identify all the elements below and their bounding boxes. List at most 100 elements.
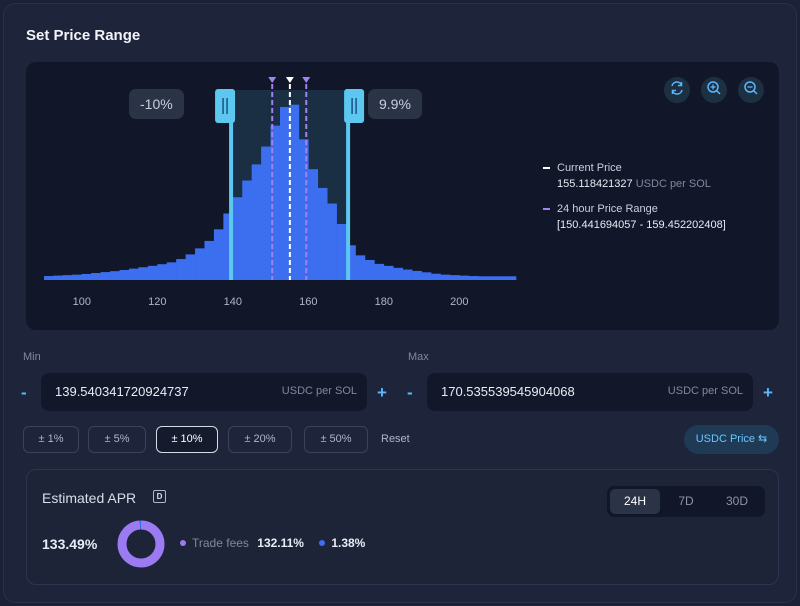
histogram-bar — [251, 164, 262, 280]
x-tick-label: 100 — [73, 296, 91, 308]
histogram-bar — [431, 273, 441, 280]
histogram-bar — [506, 276, 517, 280]
histogram-bar — [147, 265, 158, 280]
max-label: Max — [408, 351, 429, 363]
histogram-bar — [119, 270, 130, 280]
histogram-bar — [81, 273, 92, 280]
histogram-bar — [242, 180, 252, 280]
apr-info-badge[interactable]: D — [153, 490, 166, 503]
histogram-bar — [487, 276, 498, 280]
rewards-value: 1.38% — [331, 536, 366, 550]
trade-fees-label: Trade fees — [192, 536, 249, 550]
current-price-swatch — [543, 167, 550, 169]
histogram-bar — [497, 276, 507, 280]
refresh-icon — [669, 80, 685, 101]
max-price-field[interactable]: 170.535539545904068 USDC per SOL — [427, 373, 753, 411]
histogram-bar — [195, 248, 205, 280]
histogram-bar — [128, 268, 139, 280]
tab-30d[interactable]: 30D — [725, 494, 748, 508]
current-price-unit: USDC per SOL — [635, 178, 711, 190]
range-24h-low-marker — [268, 77, 277, 83]
histogram-bar — [440, 274, 451, 280]
histogram-bar — [213, 229, 224, 280]
histogram-bar — [393, 267, 404, 280]
max-price-value[interactable]: 170.535539545904068 — [441, 384, 575, 399]
histogram-bar — [110, 271, 120, 280]
range-24h-swatch — [543, 208, 550, 210]
min-percent-badge: -10% — [129, 89, 184, 119]
x-tick-label: 140 — [224, 296, 242, 308]
preset-50-button[interactable]: ± 50% — [304, 426, 368, 453]
current-price-label: Current Price — [557, 162, 622, 174]
min-price-value[interactable]: 139.540341720924737 — [55, 384, 189, 399]
histogram-bar — [374, 263, 385, 280]
tab-24h[interactable]: 24H — [610, 489, 660, 514]
histogram-bar — [100, 272, 111, 280]
histogram-bar — [478, 276, 488, 280]
trade-fees-dot — [180, 539, 186, 546]
histogram-bar — [412, 270, 422, 280]
trade-fees-value: 132.11% — [257, 536, 304, 550]
histogram-bar — [402, 269, 413, 280]
reset-button[interactable]: Reset — [381, 433, 410, 445]
min-price-unit: USDC per SOL — [281, 385, 357, 397]
legend-24h-range: 24 hour Price Range [150.441694057 - 159… — [543, 201, 726, 233]
max-decrement-button[interactable]: - — [407, 383, 413, 402]
usdc-price-toggle-button[interactable]: USDC Price ⇆ — [684, 425, 779, 454]
apr-value: 133.49% — [42, 536, 98, 552]
min-range-handle[interactable] — [229, 89, 234, 280]
donut-rewards-arc — [117, 520, 165, 568]
max-percent-badge: 9.9% — [368, 89, 422, 119]
histogram-bar — [185, 254, 196, 280]
preset-10-button[interactable]: ± 10% — [156, 426, 218, 453]
x-tick-label: 200 — [450, 296, 468, 308]
min-label: Min — [23, 351, 41, 363]
histogram-bar — [44, 276, 54, 280]
current-price-marker — [285, 77, 294, 83]
histogram-bar — [232, 197, 243, 280]
zoom-out-button[interactable] — [738, 77, 764, 103]
current-price-value: 155.118421327 — [557, 178, 633, 190]
max-price-unit: USDC per SOL — [667, 385, 743, 397]
preset-20-button[interactable]: ± 20% — [228, 426, 292, 453]
histogram-bar — [289, 104, 300, 280]
estimated-apr-card: Estimated APR D 24H 7D 30D 133.49% Trade… — [26, 469, 779, 585]
zoom-in-button[interactable] — [701, 77, 727, 103]
rewards-dot — [319, 539, 326, 546]
histogram-bar — [468, 276, 479, 280]
x-tick-label: 160 — [299, 296, 317, 308]
histogram-bar — [72, 274, 83, 280]
histogram-bar — [53, 275, 64, 280]
min-increment-button[interactable]: + — [377, 383, 387, 402]
max-range-handle[interactable] — [346, 89, 351, 280]
apr-period-tabs: 24H 7D 30D — [607, 486, 765, 517]
preset-1-button[interactable]: ± 1% — [23, 426, 79, 453]
min-range-handle-grip[interactable] — [215, 89, 236, 123]
liquidity-chart[interactable]: 100 120 140 160 180 200 -10% 9.9% Current Pri… — [26, 62, 779, 330]
histogram-bar — [62, 275, 73, 280]
min-price-field[interactable]: 139.540341720924737 USDC per SOL — [41, 373, 367, 411]
histogram-bar — [138, 267, 149, 280]
zoom-out-icon — [743, 80, 759, 101]
histogram-bar — [166, 262, 177, 280]
histogram-bar — [204, 240, 215, 280]
legend-current-price: Current Price 155.118421327 USDC per SOL — [543, 160, 726, 192]
apr-donut-chart — [117, 520, 165, 568]
tab-7d[interactable]: 7D — [678, 494, 694, 508]
liquidity-histogram[interactable]: 100 120 140 160 180 200 — [26, 62, 779, 330]
refresh-button[interactable] — [664, 77, 690, 103]
min-decrement-button[interactable]: - — [21, 383, 27, 402]
histogram-bar — [91, 273, 101, 280]
histogram-bar — [157, 264, 168, 280]
range-24h-value: [150.441694057 - 159.452202408] — [557, 219, 726, 231]
histogram-bar — [355, 255, 366, 280]
histogram-bar — [176, 259, 186, 280]
max-range-handle-grip[interactable] — [344, 89, 365, 123]
chart-legend: Current Price 155.118421327 USDC per SOL… — [543, 160, 726, 233]
range-24h-high-marker — [302, 77, 311, 83]
apr-title: Estimated APR — [42, 490, 137, 506]
histogram-bar — [270, 125, 281, 280]
x-tick-label: 180 — [375, 296, 393, 308]
preset-5-button[interactable]: ± 5% — [88, 426, 146, 453]
max-increment-button[interactable]: + — [763, 383, 773, 402]
